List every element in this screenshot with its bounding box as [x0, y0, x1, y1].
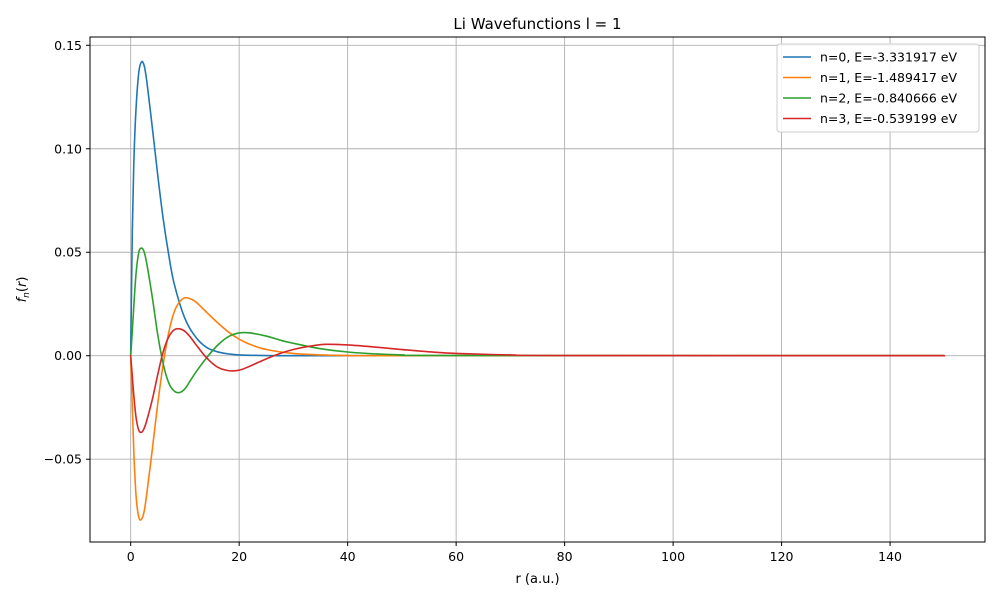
x-tick-label: 120 [770, 549, 794, 564]
y-tick-label: 0.05 [54, 245, 82, 260]
x-tick-label: 60 [448, 549, 464, 564]
plot-area [89, 36, 986, 543]
y-tick-label: 0.00 [54, 348, 82, 363]
x-tick-label: 140 [878, 549, 902, 564]
series-line-n2 [129, 247, 946, 394]
x-tick-label: 40 [340, 549, 356, 564]
y-axis-label-close: ) [15, 277, 30, 282]
legend-label: n=1, E=-1.489417 eV [820, 70, 957, 85]
x-tick-label: 80 [557, 549, 573, 564]
series-line-n1 [129, 296, 946, 521]
chart-title: Li Wavefunctions l = 1 [453, 15, 621, 33]
y-axis-label-subscript: n [22, 292, 32, 298]
y-axis-label-var: r [15, 280, 30, 287]
y-axis-label-rest: ( [15, 287, 30, 292]
y-tick-label: 0.15 [54, 38, 82, 53]
y-axis-label-main: f [15, 295, 30, 302]
series-group [129, 60, 946, 521]
x-tick-label: 0 [127, 549, 135, 564]
y-axis-label: fn(r) [15, 277, 32, 303]
x-tick-label: 100 [661, 549, 685, 564]
ticks: 0 20 40 60 80 100 120 140 −0.05 0.00 0.05 0.10 0.15 [44, 38, 902, 564]
legend-label: n=0, E=-3.331917 eV [820, 50, 957, 65]
legend-box [776, 43, 980, 133]
legend-label: n=3, E=-0.539199 eV [820, 111, 957, 126]
x-axis-label: r (a.u.) [515, 572, 559, 587]
legend: n=0, E=-3.331917 eV n=1, E=-1.489417 eV n=… [776, 43, 980, 133]
y-tick-label: −0.05 [44, 452, 82, 467]
legend-label: n=2, E=-0.840666 eV [820, 91, 957, 106]
x-tick-label: 20 [231, 549, 247, 564]
series-line-n3 [129, 327, 946, 434]
y-tick-label: 0.10 [54, 141, 82, 156]
